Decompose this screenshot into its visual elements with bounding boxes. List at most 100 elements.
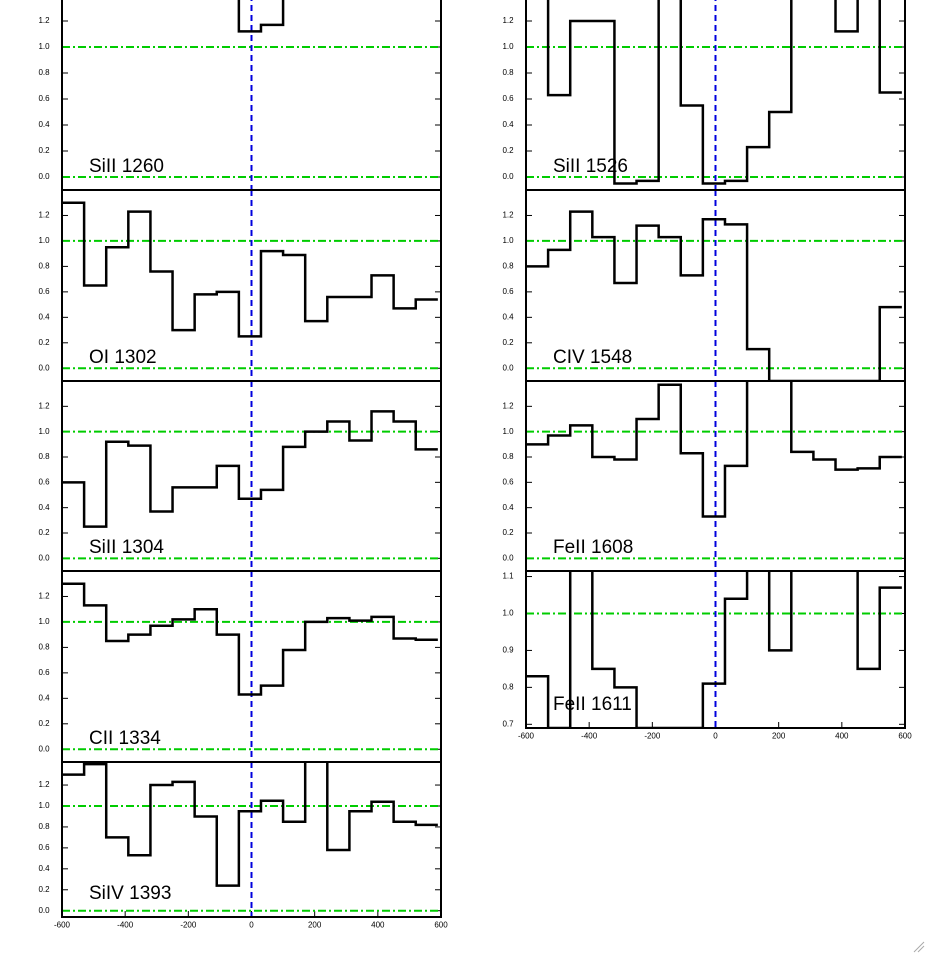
y-tick-label: 0.6 xyxy=(502,94,514,103)
spectrum-line xyxy=(237,0,285,33)
spectrum-line xyxy=(62,582,438,696)
y-tick-label: 0.2 xyxy=(38,885,50,894)
spectrum-line xyxy=(526,381,902,518)
x-tick-label: 0 xyxy=(713,732,718,741)
y-tick-label: 1.1 xyxy=(502,572,514,581)
panel-frame xyxy=(525,570,906,729)
x-tick-label: 600 xyxy=(434,921,448,930)
x-tick-label: 0 xyxy=(249,921,254,930)
line-label: FeII 1611 xyxy=(553,694,632,715)
y-tick-label: 0.2 xyxy=(38,719,50,728)
line-label: SiII 1260 xyxy=(89,156,164,177)
y-tick-label: 0.4 xyxy=(502,120,514,129)
y-tick-label: 0.8 xyxy=(502,452,514,461)
y-tick-label: 1.0 xyxy=(502,42,514,51)
y-tick-label: 1.2 xyxy=(38,592,50,601)
y-tick-label: 0.0 xyxy=(502,553,514,562)
panel: 0.0 0.2 0.4 0.6 0.8 1.0 1.2 CIV 1548 xyxy=(502,189,906,382)
y-tick-label: 1.2 xyxy=(502,211,514,220)
y-tick-label: 0.2 xyxy=(38,338,50,347)
y-tick-label: 0.4 xyxy=(502,503,514,512)
panel: 0.0 0.2 0.4 0.6 0.8 1.0 1.2 -600 -400 -200 0 200 400… xyxy=(38,761,448,930)
y-tick-label: 1.0 xyxy=(38,42,50,51)
x-tick-label: -400 xyxy=(581,732,598,741)
line-label: CIV 1548 xyxy=(553,347,632,368)
y-tick-label: 0.8 xyxy=(38,68,50,77)
spectrum-line xyxy=(526,571,902,728)
panel-frame xyxy=(61,761,442,918)
y-tick-label: 1.2 xyxy=(38,16,50,25)
y-tick-label: 0.4 xyxy=(38,503,50,512)
y-tick-label: 0.2 xyxy=(38,146,50,155)
y-tick-label: 0.0 xyxy=(502,172,514,181)
y-tick-label: 1.0 xyxy=(38,427,50,436)
x-tick-label: 400 xyxy=(371,921,385,930)
panel: 0.0 0.2 0.4 0.6 0.8 1.0 1.2 SiII 1260 xyxy=(38,0,442,191)
y-tick-label: 0.8 xyxy=(38,262,50,271)
y-tick-label: 1.0 xyxy=(502,609,514,618)
resize-grip xyxy=(913,941,925,953)
y-tick-label: 0.0 xyxy=(38,553,50,562)
y-tick-label: 0.4 xyxy=(38,693,50,702)
panel: 0.0 0.2 0.4 0.6 0.8 1.0 1.2 CII 1334 xyxy=(38,570,442,763)
line-label: FeII 1608 xyxy=(553,537,633,558)
y-tick-label: 0.0 xyxy=(502,363,514,372)
y-tick-label: 0.8 xyxy=(38,822,50,831)
line-label: SiIV 1393 xyxy=(89,883,171,904)
y-tick-label: 1.0 xyxy=(38,617,50,626)
y-tick-label: 0.8 xyxy=(502,682,514,691)
y-tick-label: 0.0 xyxy=(38,906,50,915)
panel: 0.0 0.2 0.4 0.6 0.8 1.0 1.2 SiII 1304 xyxy=(38,380,442,572)
y-tick-label: 0.4 xyxy=(38,864,50,873)
spectrum-line xyxy=(526,210,902,381)
y-tick-label: 0.6 xyxy=(38,477,50,486)
y-tick-label: 0.4 xyxy=(38,120,50,129)
x-tick-label: 600 xyxy=(898,732,912,741)
y-tick-label: 0.2 xyxy=(502,146,514,155)
y-tick-label: 1.2 xyxy=(38,401,50,410)
y-tick-label: 0.4 xyxy=(502,312,514,321)
panel: 0.0 0.2 0.4 0.6 0.8 1.0 1.2 SiII 1526 xyxy=(502,0,906,191)
panel: 0.0 0.2 0.4 0.6 0.8 1.0 1.2 FeII 1608 xyxy=(502,380,906,572)
line-label: SiII 1526 xyxy=(553,156,628,177)
x-tick-label: 400 xyxy=(835,732,849,741)
y-tick-label: 0.6 xyxy=(502,477,514,486)
x-tick-label: -400 xyxy=(117,921,134,930)
y-tick-label: 0.2 xyxy=(502,338,514,347)
y-tick-label: 0.6 xyxy=(38,94,50,103)
y-tick-label: 0.8 xyxy=(38,452,50,461)
x-tick-label: 200 xyxy=(308,921,322,930)
y-tick-label: 0.6 xyxy=(38,668,50,677)
y-tick-label: 1.0 xyxy=(502,427,514,436)
line-label: OI 1302 xyxy=(89,347,157,368)
y-tick-label: 0.6 xyxy=(38,843,50,852)
y-tick-label: 0.7 xyxy=(502,719,514,728)
y-tick-label: 0.8 xyxy=(502,262,514,271)
y-tick-label: 0.2 xyxy=(38,528,50,537)
y-tick-label: 1.0 xyxy=(38,236,50,245)
y-tick-label: 0.8 xyxy=(502,68,514,77)
spectrum-line xyxy=(546,0,902,185)
y-tick-label: 0.2 xyxy=(502,528,514,537)
y-tick-label: 0.0 xyxy=(38,172,50,181)
y-tick-label: 1.2 xyxy=(38,211,50,220)
y-tick-label: 1.0 xyxy=(38,801,50,810)
y-tick-label: 1.2 xyxy=(502,16,514,25)
y-tick-label: 0.0 xyxy=(38,363,50,372)
spectrum-line xyxy=(62,410,438,528)
panel: 0.7 0.8 0.9 1.0 1.1 -600 -400 -200 0 200 400 600 FeI… xyxy=(502,570,912,741)
y-tick-label: 0.8 xyxy=(38,643,50,652)
y-tick-label: 1.2 xyxy=(38,780,50,789)
y-tick-label: 1.2 xyxy=(502,401,514,410)
spectrum-line xyxy=(62,762,438,887)
x-tick-label: 200 xyxy=(772,732,786,741)
y-tick-label: 0.6 xyxy=(38,287,50,296)
line-label: CII 1334 xyxy=(89,728,161,749)
x-tick-label: -600 xyxy=(54,921,71,930)
x-tick-label: -600 xyxy=(518,732,535,741)
y-tick-label: 0.9 xyxy=(502,646,514,655)
x-tick-label: -200 xyxy=(180,921,197,930)
x-tick-label: -200 xyxy=(644,732,661,741)
spectrum-line xyxy=(62,201,438,338)
